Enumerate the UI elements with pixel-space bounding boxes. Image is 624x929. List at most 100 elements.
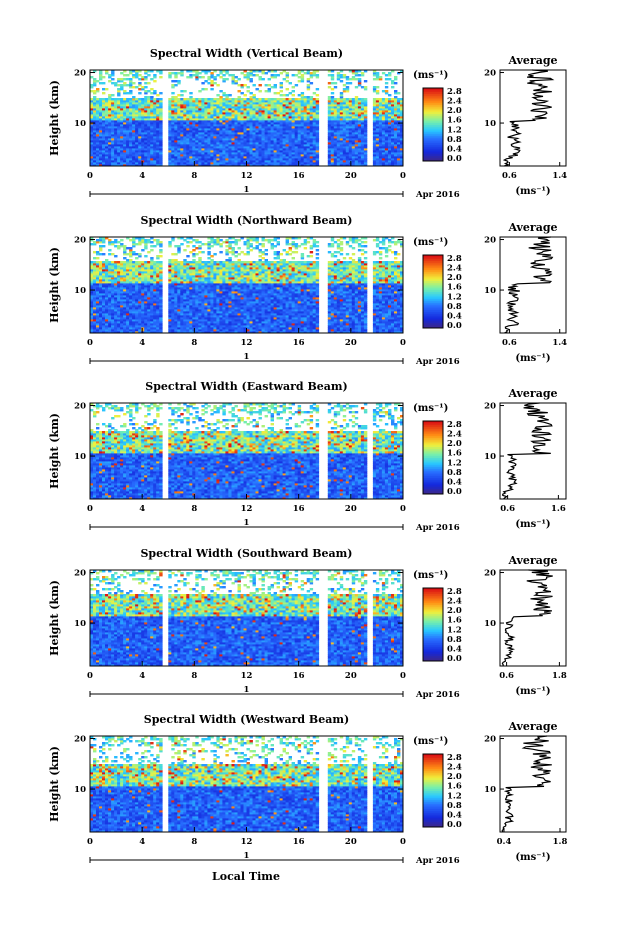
y-axis-label: Height (km) <box>48 413 61 489</box>
average-title: Average <box>507 387 557 400</box>
colorbar-tick-label: 0.8 <box>447 468 462 478</box>
colorbar-tick-label: 0.8 <box>447 135 462 145</box>
average-x-tick-label: 1.6 <box>551 504 566 514</box>
colorbar-unit: (ms⁻¹) <box>413 70 448 81</box>
y-tick-label: 20 <box>74 735 86 745</box>
average-x-tick-label: 0.4 <box>497 837 512 847</box>
x-tick-label: 12 <box>241 338 253 348</box>
x-tick-label: 8 <box>191 671 197 681</box>
colorbar-tick-label: 0.0 <box>447 487 462 497</box>
x-tick-label: 16 <box>293 671 305 681</box>
panel-0: Spectral Width (Vertical Beam)0 4 8 12 16 20 0… <box>48 47 567 200</box>
average-x-tick-label: 0.6 <box>500 504 515 514</box>
colorbar-tick-label: 1.2 <box>447 458 462 468</box>
average-profile-line <box>502 570 552 666</box>
x-tick-label: 20 <box>345 504 357 514</box>
average-x-label: (ms⁻¹) <box>515 852 550 863</box>
y-tick-label: 20 <box>74 236 86 246</box>
x-tick-label: 0 <box>400 171 406 181</box>
colorbar <box>423 88 443 162</box>
panel-3: Spectral Width (Southward Beam)0 4 8 12 16 20… <box>48 547 567 700</box>
colorbar-tick-label: 2.4 <box>447 264 462 274</box>
y-tick-label: 20 <box>74 402 86 412</box>
colorbar-tick-label: 0.4 <box>447 477 462 487</box>
day-label: 1 <box>244 851 250 861</box>
x-tick-label: 0 <box>87 671 93 681</box>
average-title: Average <box>507 54 557 67</box>
average-y-tick-label: 10 <box>484 619 496 629</box>
colorbar-tick-label: 0.0 <box>447 820 462 830</box>
x-tick-label: 4 <box>139 504 145 514</box>
colorbar-tick-label: 0.4 <box>447 144 462 154</box>
y-tick-label: 10 <box>74 452 86 462</box>
colorbar-tick-label: 1.6 <box>447 116 462 126</box>
x-tick-label: 4 <box>139 338 145 348</box>
y-axis-label: Height (km) <box>48 247 61 323</box>
colorbar-tick-label: 1.6 <box>447 782 462 792</box>
average-frame <box>500 570 566 666</box>
average-x-tick-label: 0.6 <box>499 671 514 681</box>
y-axis-label: Height (km) <box>48 746 61 822</box>
spectral-width-figure: Spectral Width (Vertical Beam) 0 4 8 12 16 20 0… <box>0 0 624 929</box>
x-tick-label: 12 <box>241 671 253 681</box>
colorbar-tick-label: 0.8 <box>447 801 462 811</box>
colorbar-tick-label: 0.4 <box>447 810 462 820</box>
average-x-tick-label: 0.6 <box>502 171 517 181</box>
colorbar-tick-label: 1.2 <box>447 791 462 801</box>
day-label: 1 <box>244 185 250 195</box>
x-tick-label: 8 <box>191 837 197 847</box>
x-tick-label: 4 <box>139 837 145 847</box>
x-tick-label: 20 <box>345 338 357 348</box>
average-title: Average <box>507 221 557 234</box>
y-tick-label: 10 <box>74 119 86 129</box>
colorbar-tick-label: 2.0 <box>447 772 462 782</box>
date-label: Apr 2016 <box>415 190 460 200</box>
y-axis-label: Height (km) <box>48 580 61 656</box>
colorbar <box>423 421 443 495</box>
colorbar-tick-label: 1.2 <box>447 292 462 302</box>
colorbar-tick-label: 2.4 <box>447 597 462 607</box>
x-tick-label: 4 <box>139 171 145 181</box>
average-profile-line <box>502 736 552 832</box>
average-title: Average <box>507 554 557 567</box>
x-tick-label: 0 <box>87 171 93 181</box>
x-tick-label: 12 <box>241 837 253 847</box>
colorbar-tick-label: 2.0 <box>447 439 462 449</box>
average-x-label: (ms⁻¹) <box>515 353 550 364</box>
colorbar-tick-label: 0.8 <box>447 635 462 645</box>
colorbar-tick-label: 1.6 <box>447 449 462 459</box>
average-y-tick-label: 20 <box>484 402 496 412</box>
panel-title: Spectral Width (Westward Beam) <box>144 713 349 726</box>
colorbar-tick-label: 2.0 <box>447 106 462 116</box>
x-tick-label: 0 <box>400 671 406 681</box>
colorbar <box>423 255 443 329</box>
colorbar-tick-label: 1.6 <box>447 283 462 293</box>
y-tick-label: 10 <box>74 785 86 795</box>
day-label: 1 <box>244 352 250 362</box>
y-tick-label: 20 <box>74 69 86 79</box>
panel-4: Spectral Width (Westward Beam)0 4 8 12 16 20 0… <box>48 713 567 866</box>
average-frame <box>500 736 566 832</box>
heatmap-cells <box>90 570 403 666</box>
heatmap-cells <box>90 70 403 166</box>
panel-title: Spectral Width (Vertical Beam) <box>150 47 343 60</box>
y-axis-label: Height (km) <box>48 80 61 156</box>
colorbar-tick-label: 2.4 <box>447 97 462 107</box>
average-profile-line <box>504 70 552 166</box>
x-tick-label: 20 <box>345 837 357 847</box>
x-tick-label: 8 <box>191 338 197 348</box>
average-y-tick-label: 20 <box>484 735 496 745</box>
colorbar-tick-label: 2.8 <box>447 87 462 97</box>
average-title: Average <box>507 720 557 733</box>
x-tick-label: 0 <box>87 338 93 348</box>
average-x-label: (ms⁻¹) <box>515 186 550 197</box>
heatmap-cells <box>90 736 403 832</box>
y-tick-label: 20 <box>74 569 86 579</box>
x-tick-label: 16 <box>293 504 305 514</box>
x-tick-label: 8 <box>191 504 197 514</box>
x-tick-label: 20 <box>345 171 357 181</box>
average-y-tick-label: 10 <box>484 785 496 795</box>
average-x-tick-label: 0.6 <box>502 338 517 348</box>
average-y-tick-label: 10 <box>484 452 496 462</box>
colorbar-tick-label: 2.4 <box>447 763 462 773</box>
